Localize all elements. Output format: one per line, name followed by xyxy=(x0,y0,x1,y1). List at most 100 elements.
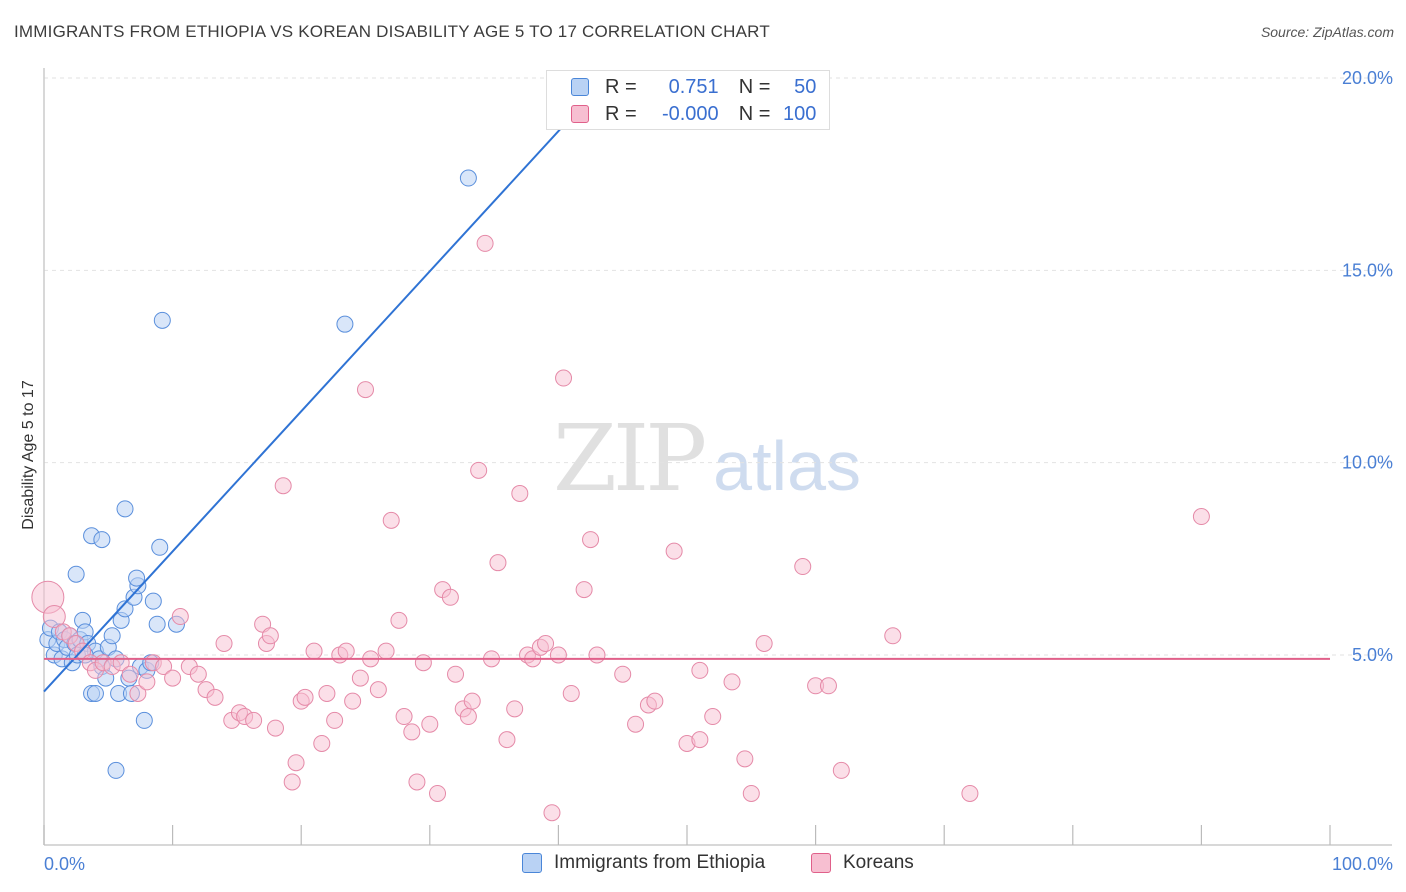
series-legend: Immigrants from Ethiopia Koreans xyxy=(0,850,1406,880)
point-koreans xyxy=(543,804,561,822)
watermark-atlas: atlas xyxy=(713,427,862,505)
point-koreans xyxy=(742,784,760,802)
point-koreans xyxy=(283,773,301,791)
point-koreans xyxy=(537,634,555,652)
point-koreans xyxy=(206,688,224,706)
point-koreans xyxy=(274,477,292,495)
point-koreans xyxy=(614,665,632,683)
point-koreans xyxy=(459,708,477,726)
chart-title: IMMIGRANTS FROM ETHIOPIA VS KOREAN DISAB… xyxy=(14,22,770,41)
point-ethiopia xyxy=(128,569,146,587)
point-koreans xyxy=(171,608,189,626)
legend-r-label: R = xyxy=(605,75,637,98)
point-koreans xyxy=(884,627,902,645)
legend-swatch-pink xyxy=(811,853,831,873)
legend-swatch-blue xyxy=(571,78,589,96)
point-koreans xyxy=(421,715,439,733)
y-tick-label: 15.0% xyxy=(1342,260,1393,280)
axis-labels: 5.0% 10.0% 15.0% 20.0% 0.0% 100.0% Disability … xyxy=(20,68,1393,874)
point-koreans xyxy=(408,773,426,791)
point-koreans xyxy=(588,646,606,664)
point-koreans xyxy=(189,665,207,683)
point-koreans xyxy=(318,684,336,702)
point-koreans xyxy=(129,684,147,702)
point-ethiopia xyxy=(135,711,153,729)
point-ethiopia xyxy=(103,627,121,645)
legend-row-koreans: R = -0.000 N = 100 xyxy=(571,101,816,127)
legend-swatch-blue xyxy=(522,853,542,873)
point-koreans xyxy=(215,634,233,652)
watermark: ZIP atlas xyxy=(553,405,861,512)
point-koreans xyxy=(337,642,355,660)
grid xyxy=(44,77,1392,656)
y-tick-label: 5.0% xyxy=(1352,645,1393,665)
point-ethiopia xyxy=(151,538,169,556)
data-points xyxy=(31,169,1210,822)
legend-label-koreans: Koreans xyxy=(843,852,914,873)
point-koreans xyxy=(794,558,812,576)
point-ethiopia xyxy=(459,169,477,187)
point-koreans xyxy=(582,531,600,549)
point-koreans xyxy=(344,692,362,710)
x-tick-label: 0.0% xyxy=(44,854,85,874)
point-koreans xyxy=(470,461,488,479)
y-tick-label: 10.0% xyxy=(1342,453,1393,473)
point-koreans xyxy=(287,754,305,772)
point-ethiopia xyxy=(148,615,166,633)
point-koreans xyxy=(627,715,645,733)
point-ethiopia xyxy=(93,531,111,549)
point-koreans xyxy=(395,708,413,726)
point-koreans xyxy=(441,588,459,606)
legend-n-value: 50 xyxy=(794,75,817,98)
point-koreans xyxy=(562,684,580,702)
axes xyxy=(43,68,1392,846)
point-koreans xyxy=(511,484,529,502)
point-koreans xyxy=(138,673,156,691)
point-koreans xyxy=(245,711,263,729)
legend-item-ethiopia[interactable]: Immigrants from Ethiopia xyxy=(522,852,765,874)
point-koreans xyxy=(646,692,664,710)
point-koreans xyxy=(723,673,741,691)
point-koreans xyxy=(403,723,421,741)
legend-row-ethiopia: R = 0.751 N = 50 xyxy=(571,74,816,100)
point-ethiopia xyxy=(86,684,104,702)
point-koreans xyxy=(1192,508,1210,526)
legend-r-label: R = xyxy=(605,102,637,125)
point-koreans xyxy=(476,234,494,252)
point-koreans xyxy=(498,731,516,749)
point-koreans xyxy=(549,646,567,664)
point-koreans xyxy=(414,654,432,672)
legend-n-label: N = xyxy=(738,102,771,125)
point-koreans xyxy=(390,611,408,629)
legend-item-koreans[interactable]: Koreans xyxy=(811,852,914,874)
correlation-legend: R = 0.751 N = 50 R = -0.000 N = 100 xyxy=(546,70,830,130)
point-koreans xyxy=(429,784,447,802)
point-ethiopia xyxy=(153,311,171,329)
point-koreans xyxy=(463,692,481,710)
watermark-zip: ZIP xyxy=(553,405,707,512)
point-koreans xyxy=(489,554,507,572)
point-koreans xyxy=(351,669,369,687)
source-label: Source: ZipAtlas.com xyxy=(1260,24,1394,40)
point-koreans xyxy=(575,581,593,599)
point-koreans xyxy=(665,542,683,560)
y-axis-label: Disability Age 5 to 17 xyxy=(20,380,37,530)
point-ethiopia xyxy=(116,600,134,618)
point-koreans xyxy=(506,700,524,718)
point-koreans xyxy=(313,734,331,752)
point-koreans xyxy=(382,511,400,529)
point-ethiopia xyxy=(67,565,85,583)
point-ethiopia xyxy=(336,315,354,333)
point-koreans xyxy=(832,761,850,779)
legend-label-ethiopia: Immigrants from Ethiopia xyxy=(554,852,766,873)
point-koreans xyxy=(691,731,709,749)
point-koreans xyxy=(704,708,722,726)
point-koreans xyxy=(121,665,139,683)
point-koreans xyxy=(691,661,709,679)
point-koreans xyxy=(42,605,66,629)
point-koreans xyxy=(305,642,323,660)
point-koreans xyxy=(164,669,182,687)
point-koreans xyxy=(555,369,573,387)
point-ethiopia xyxy=(144,592,162,610)
